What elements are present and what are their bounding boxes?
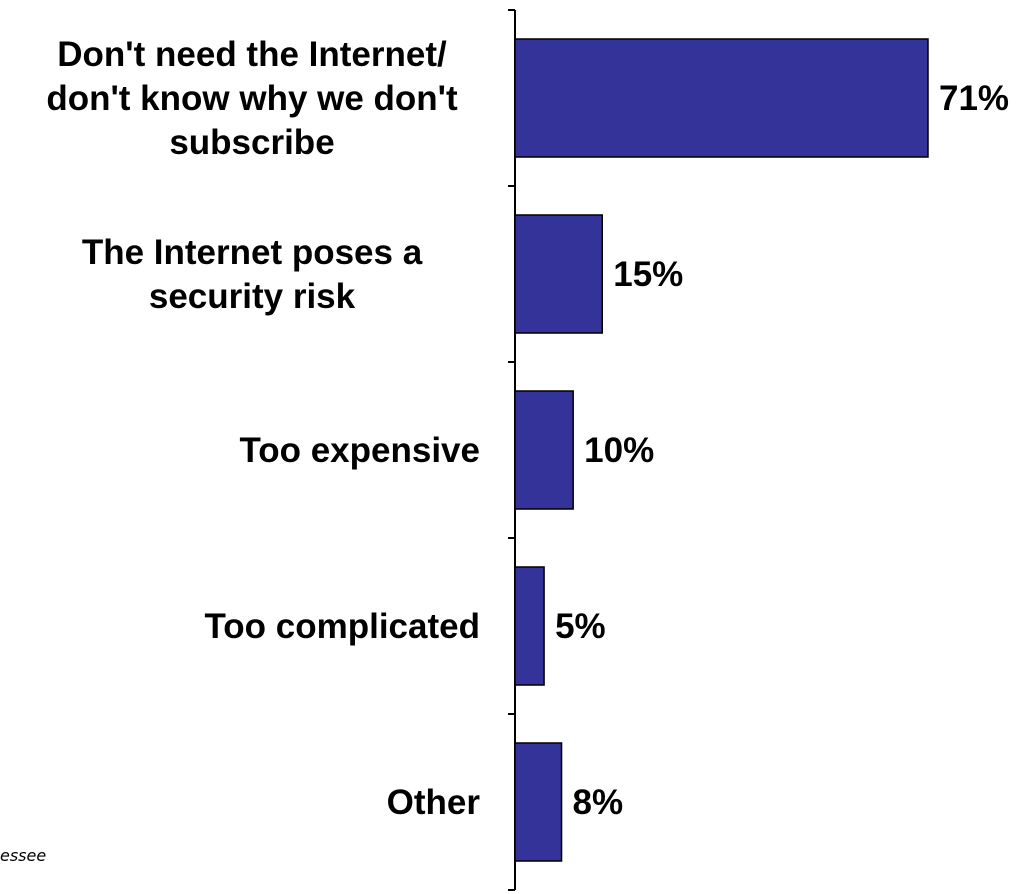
category-label-line: The Internet poses a <box>82 233 423 272</box>
category-label-line: Too expensive <box>239 431 480 470</box>
category-label: Other <box>387 783 481 822</box>
bar-layer <box>514 38 929 862</box>
data-label: 8% <box>573 783 624 822</box>
data-label: 5% <box>555 607 606 646</box>
bar <box>514 390 574 510</box>
data-label: 71% <box>939 79 1009 118</box>
data-label: 15% <box>613 255 683 294</box>
category-label: The Internet poses a security risk <box>82 233 423 316</box>
bar <box>514 566 545 686</box>
category-label-line: Other <box>387 783 481 822</box>
bar <box>514 214 604 334</box>
footnote: essee <box>0 846 47 865</box>
axis-layer <box>508 9 516 891</box>
data-label: 10% <box>584 431 654 470</box>
category-label: Too complicated <box>205 607 481 646</box>
category-label: Too expensive <box>239 431 480 470</box>
category-label-line: don't know why we don't <box>46 79 458 118</box>
category-label-line: Don't need the Internet/ <box>57 35 447 74</box>
category-label-line: subscribe <box>169 123 334 162</box>
bar <box>514 38 929 158</box>
category-label-line: security risk <box>149 277 356 316</box>
category-label: Don't need the Internet/don't know why w… <box>46 35 458 162</box>
bar <box>514 742 563 862</box>
category-label-line: Too complicated <box>205 607 481 646</box>
label-layer: 71% Don't need the Internet/don't know wh… <box>46 35 1009 822</box>
